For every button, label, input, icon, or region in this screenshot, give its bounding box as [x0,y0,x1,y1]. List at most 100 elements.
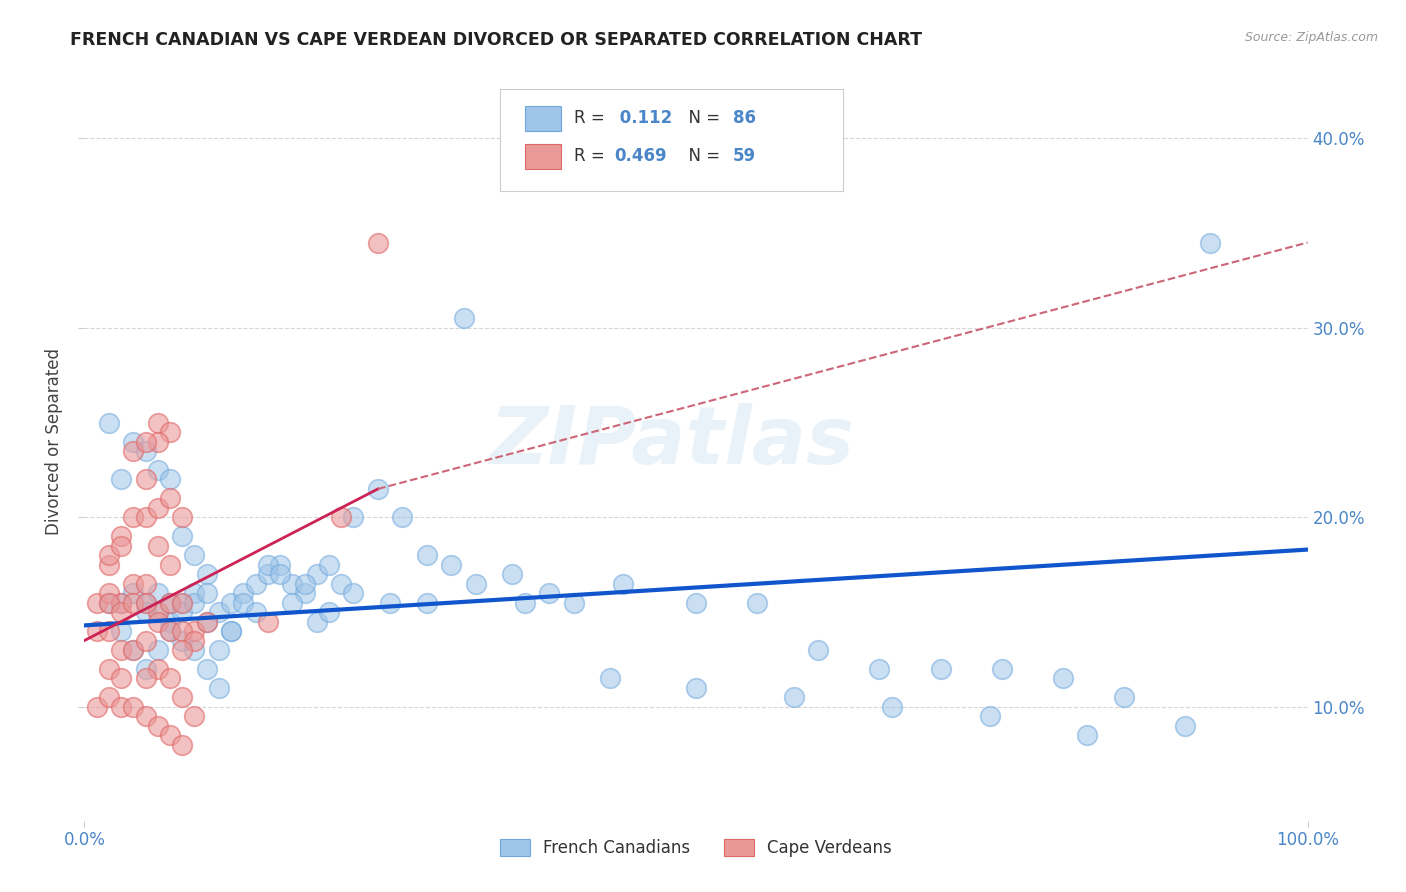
Cape Verdeans [110,605,132,619]
French Canadians [195,586,218,600]
French Canadians [232,596,254,610]
Cape Verdeans [122,699,145,714]
Cape Verdeans [110,699,132,714]
French Canadians [685,596,707,610]
French Canadians [122,643,145,657]
French Canadians [269,558,291,572]
French Canadians [502,567,524,582]
French Canadians [110,624,132,639]
Text: Source: ZipAtlas.com: Source: ZipAtlas.com [1244,31,1378,45]
French Canadians [612,576,634,591]
French Canadians [159,596,181,610]
French Canadians [195,615,218,629]
Cape Verdeans [159,596,181,610]
French Canadians [464,576,486,591]
Cape Verdeans [146,605,169,619]
French Canadians [146,586,169,600]
Cape Verdeans [97,548,120,563]
French Canadians [880,699,903,714]
Cape Verdeans [159,425,181,439]
French Canadians [281,576,304,591]
French Canadians [685,681,707,695]
Text: R =: R = [574,109,610,127]
Cape Verdeans [146,434,169,449]
French Canadians [257,567,280,582]
Cape Verdeans [183,709,205,723]
French Canadians [747,596,769,610]
French Canadians [330,576,353,591]
French Canadians [367,482,389,496]
Cape Verdeans [146,416,169,430]
French Canadians [208,681,231,695]
French Canadians [318,558,340,572]
French Canadians [305,615,328,629]
Cape Verdeans [172,510,194,524]
French Canadians [1114,690,1136,705]
Cape Verdeans [135,576,157,591]
Cape Verdeans [86,624,108,639]
FancyBboxPatch shape [524,106,561,130]
French Canadians [380,596,402,610]
Cape Verdeans [257,615,280,629]
French Canadians [135,605,157,619]
French Canadians [146,643,169,657]
Text: 0.469: 0.469 [614,146,666,165]
Cape Verdeans [146,719,169,733]
French Canadians [122,434,145,449]
French Canadians [342,586,364,600]
Cape Verdeans [122,576,145,591]
French Canadians [1052,672,1074,686]
Cape Verdeans [159,491,181,506]
French Canadians [416,548,439,563]
French Canadians [219,624,242,639]
French Canadians [183,586,205,600]
French Canadians [146,605,169,619]
Cape Verdeans [97,596,120,610]
French Canadians [513,596,536,610]
Cape Verdeans [122,444,145,458]
French Canadians [172,605,194,619]
French Canadians [1076,728,1098,742]
Legend: French Canadians, Cape Verdeans: French Canadians, Cape Verdeans [492,830,900,865]
Text: 86: 86 [733,109,755,127]
Cape Verdeans [159,558,181,572]
Y-axis label: Divorced or Separated: Divorced or Separated [45,348,63,535]
Cape Verdeans [122,643,145,657]
Cape Verdeans [122,510,145,524]
French Canadians [269,567,291,582]
Cape Verdeans [146,539,169,553]
French Canadians [342,510,364,524]
French Canadians [219,624,242,639]
French Canadians [208,605,231,619]
French Canadians [183,643,205,657]
French Canadians [294,586,316,600]
Cape Verdeans [135,434,157,449]
Text: N =: N = [678,109,725,127]
French Canadians [991,662,1014,676]
French Canadians [97,596,120,610]
French Canadians [979,709,1001,723]
Cape Verdeans [146,615,169,629]
French Canadians [869,662,891,676]
Cape Verdeans [135,633,157,648]
French Canadians [440,558,463,572]
French Canadians [416,596,439,610]
French Canadians [195,662,218,676]
Cape Verdeans [135,473,157,487]
French Canadians [245,576,267,591]
Cape Verdeans [146,500,169,515]
French Canadians [391,510,413,524]
Cape Verdeans [172,738,194,752]
French Canadians [135,596,157,610]
Text: 59: 59 [733,146,756,165]
French Canadians [318,605,340,619]
FancyBboxPatch shape [524,145,561,169]
Cape Verdeans [172,690,194,705]
Cape Verdeans [135,596,157,610]
Text: ZIPatlas: ZIPatlas [489,402,853,481]
French Canadians [599,672,621,686]
Cape Verdeans [97,662,120,676]
French Canadians [294,576,316,591]
Cape Verdeans [110,529,132,543]
FancyBboxPatch shape [501,89,842,191]
